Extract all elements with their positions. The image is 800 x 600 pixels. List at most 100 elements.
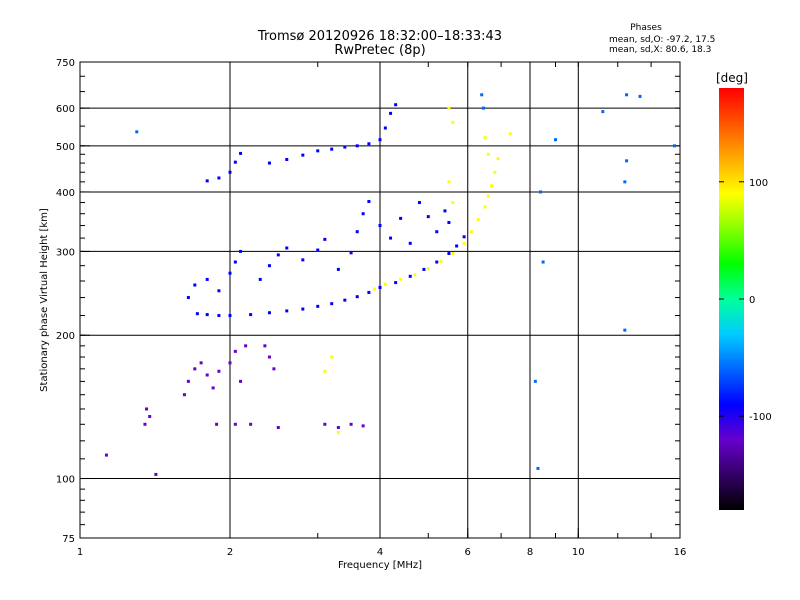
data-point	[323, 237, 327, 241]
data-point	[217, 314, 221, 318]
data-point	[193, 367, 197, 371]
data-point	[408, 274, 412, 278]
data-point	[378, 138, 382, 142]
data-point	[228, 170, 232, 174]
data-point	[378, 285, 382, 289]
data-point	[447, 106, 451, 110]
data-point	[316, 248, 320, 252]
data-point	[285, 157, 289, 161]
data-point	[239, 379, 243, 383]
data-point	[673, 144, 677, 148]
data-point	[205, 373, 209, 377]
data-point	[267, 264, 271, 268]
data-point	[233, 160, 237, 164]
data-point	[447, 180, 451, 184]
data-point	[249, 422, 253, 426]
x-axis-label: Frequency [MHz]	[338, 560, 422, 571]
phase-stats-x: mean, sd,X: 80.6, 18.3	[609, 45, 711, 55]
data-point	[435, 230, 439, 234]
y-tick-label: 100	[56, 475, 75, 486]
data-point	[373, 287, 377, 291]
data-point	[249, 313, 253, 317]
data-point	[439, 259, 443, 263]
data-point	[195, 312, 199, 316]
data-point	[623, 180, 627, 184]
data-point	[349, 251, 353, 255]
data-point	[205, 179, 209, 183]
x-tick-label: 1	[77, 547, 83, 558]
data-point	[301, 307, 305, 311]
data-points	[104, 93, 677, 476]
data-point	[336, 425, 340, 429]
data-point	[186, 296, 190, 300]
y-tick-label: 600	[56, 104, 75, 115]
data-point	[228, 361, 232, 365]
data-point	[536, 466, 540, 470]
data-point	[447, 221, 451, 225]
data-point	[217, 369, 221, 373]
data-point	[233, 260, 237, 264]
data-point	[330, 147, 334, 151]
data-point	[316, 304, 320, 308]
data-point	[625, 159, 629, 163]
x-tick-label: 16	[674, 547, 687, 558]
data-point	[399, 277, 403, 281]
data-point	[233, 349, 237, 353]
colorbar-tick-label: 100	[749, 178, 768, 189]
y-tick-label: 750	[56, 58, 75, 69]
data-point	[205, 313, 209, 317]
data-point	[272, 367, 276, 371]
data-point	[496, 157, 500, 161]
data-point	[462, 235, 466, 239]
data-point	[469, 230, 473, 234]
y-tick-label: 300	[56, 247, 75, 258]
data-point	[486, 152, 490, 156]
data-point	[145, 407, 149, 411]
data-point	[383, 126, 387, 130]
data-point	[355, 230, 359, 234]
data-point	[447, 251, 451, 255]
data-point	[389, 111, 393, 115]
data-point	[276, 425, 280, 429]
data-point	[276, 253, 280, 257]
y-axis-label: Stationary phase Virtual Height [km]	[39, 208, 50, 392]
data-point	[389, 236, 393, 240]
chart-title: Tromsø 20120926 18:32:00–18:33:43	[257, 29, 502, 44]
data-point	[638, 94, 642, 98]
data-point	[408, 241, 412, 245]
data-point	[455, 244, 459, 248]
data-point	[394, 281, 398, 285]
data-point	[233, 422, 237, 426]
data-point	[228, 271, 232, 275]
data-point	[193, 283, 197, 287]
data-point	[330, 302, 334, 306]
y-tick-label: 75	[62, 534, 75, 545]
data-point	[336, 430, 340, 434]
chart-subtitle: RwPretec (8p)	[334, 43, 425, 58]
data-point	[625, 93, 629, 97]
data-point	[343, 298, 347, 302]
data-point	[267, 355, 271, 359]
colorbar-unit: [deg]	[716, 71, 748, 85]
data-point	[217, 289, 221, 293]
data-point	[267, 161, 271, 165]
data-point	[154, 472, 158, 476]
data-point	[355, 144, 359, 148]
x-tick-label: 8	[527, 547, 533, 558]
data-point	[493, 170, 497, 174]
x-tick-label: 10	[572, 547, 585, 558]
data-point	[426, 215, 430, 219]
data-point	[417, 201, 421, 205]
x-tick-label: 4	[377, 547, 383, 558]
data-point	[285, 246, 289, 250]
data-point	[476, 218, 480, 222]
data-point	[301, 153, 305, 157]
data-point	[205, 277, 209, 281]
x-tick-label: 6	[465, 547, 471, 558]
y-tick-label: 500	[56, 142, 75, 153]
data-point	[367, 142, 371, 146]
data-point	[135, 130, 139, 134]
data-point	[367, 290, 371, 294]
data-point	[267, 311, 271, 315]
